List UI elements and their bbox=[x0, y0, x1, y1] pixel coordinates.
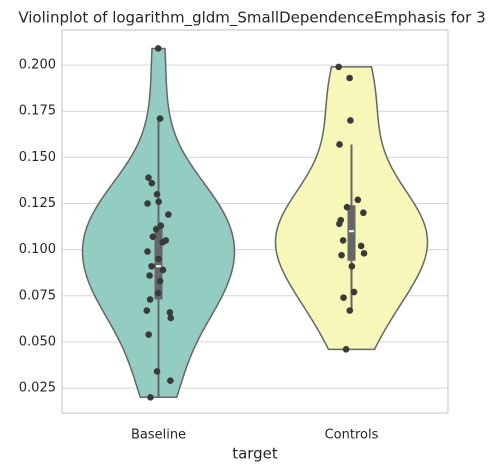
data-point bbox=[165, 211, 172, 218]
x-axis-label: target bbox=[232, 445, 278, 463]
data-point bbox=[155, 255, 162, 263]
data-point bbox=[148, 262, 155, 270]
data-point bbox=[338, 251, 345, 259]
data-point bbox=[152, 226, 160, 233]
data-point bbox=[154, 289, 162, 297]
y-tick-label: 0.200 bbox=[19, 58, 56, 73]
data-point bbox=[339, 237, 347, 244]
box bbox=[347, 205, 356, 261]
data-point bbox=[336, 141, 343, 148]
data-point bbox=[155, 198, 162, 205]
data-point bbox=[348, 262, 356, 270]
x-tick-label: Controls bbox=[325, 428, 379, 443]
data-point bbox=[350, 288, 358, 296]
data-point bbox=[342, 346, 350, 353]
data-point bbox=[149, 233, 157, 241]
data-point bbox=[153, 190, 161, 198]
data-point bbox=[153, 368, 161, 375]
plot-frame bbox=[61, 29, 449, 414]
y-tick-label: 0.025 bbox=[19, 381, 56, 396]
data-point bbox=[357, 242, 365, 250]
data-point bbox=[360, 250, 368, 257]
data-point bbox=[159, 266, 167, 274]
y-tick-label: 0.050 bbox=[19, 334, 56, 349]
data-point bbox=[159, 238, 166, 246]
data-point bbox=[156, 115, 164, 122]
data-point bbox=[340, 294, 347, 301]
data-point bbox=[360, 209, 367, 217]
data-point bbox=[144, 200, 151, 207]
data-point bbox=[354, 196, 362, 204]
data-point bbox=[167, 314, 175, 322]
data-point bbox=[156, 277, 164, 285]
box bbox=[154, 225, 163, 300]
y-tick-label: 0.075 bbox=[19, 288, 56, 303]
data-point bbox=[144, 248, 151, 255]
data-point bbox=[145, 331, 152, 338]
data-point bbox=[343, 203, 351, 211]
data-point bbox=[145, 174, 152, 181]
data-point bbox=[336, 220, 343, 228]
data-point bbox=[346, 74, 353, 82]
data-point bbox=[146, 296, 154, 303]
y-tick-label: 0.125 bbox=[19, 196, 56, 211]
data-point bbox=[146, 272, 153, 279]
y-tick-label: 0.100 bbox=[19, 242, 56, 257]
data-point bbox=[154, 45, 162, 52]
data-point bbox=[147, 394, 154, 401]
x-tick-label: Baseline bbox=[131, 428, 186, 443]
y-tick-label: 0.175 bbox=[19, 104, 56, 119]
data-point bbox=[335, 63, 343, 71]
y-tick-label: 0.150 bbox=[19, 150, 56, 165]
data-point bbox=[143, 307, 151, 314]
data-point bbox=[166, 309, 174, 316]
data-point bbox=[157, 222, 165, 229]
chart-title: Violinplot of logarithm_gldm_SmallDepend… bbox=[18, 9, 485, 28]
data-point bbox=[167, 377, 174, 384]
data-point bbox=[346, 307, 354, 314]
data-point bbox=[347, 117, 354, 124]
data-point bbox=[148, 179, 156, 187]
